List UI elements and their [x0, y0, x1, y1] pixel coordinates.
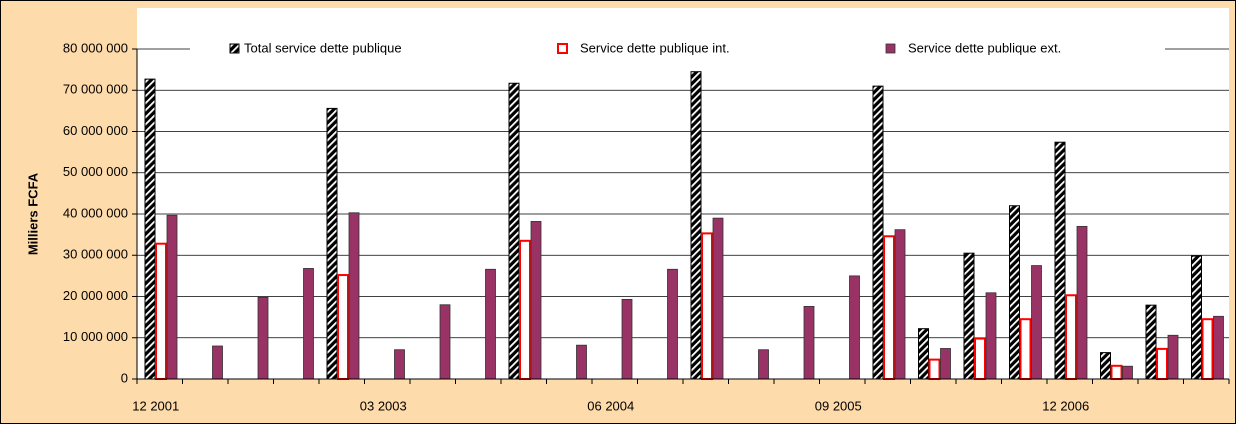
x-tick-label: 12 2006: [1042, 398, 1089, 413]
bar: [394, 349, 405, 380]
bar: [439, 304, 451, 380]
bar: [883, 235, 895, 380]
bar: [928, 358, 941, 380]
bar: [940, 348, 951, 380]
bar: [1100, 352, 1111, 380]
bar: [849, 275, 860, 380]
bar: [1122, 365, 1133, 380]
legend-key: [557, 43, 568, 54]
bar: [144, 78, 156, 380]
y-tick-label: 0: [121, 370, 128, 385]
y-tick-label: 50 000 000: [63, 164, 128, 179]
legend-key: [885, 43, 896, 54]
bar: [337, 274, 349, 380]
y-tick-label: 40 000 000: [63, 205, 128, 220]
bar: [519, 239, 531, 380]
legend-key: [229, 43, 240, 54]
bar: [701, 232, 713, 380]
bar: [758, 349, 769, 380]
bar: [621, 298, 633, 380]
bar: [1054, 141, 1066, 380]
bar: [1156, 347, 1168, 381]
bar: [1201, 318, 1214, 380]
bar: [974, 337, 986, 381]
bar: [918, 328, 929, 380]
bar: [303, 268, 314, 380]
bar: [667, 268, 678, 380]
bar: [155, 242, 167, 380]
bar: [985, 292, 997, 380]
bar: [576, 344, 587, 380]
y-tick-label: 70 000 000: [63, 82, 128, 97]
bar: [963, 252, 975, 380]
y-tick-label: 30 000 000: [63, 247, 128, 262]
bar: [1167, 334, 1179, 380]
bar: [212, 345, 223, 380]
y-tick-label: 20 000 000: [63, 288, 128, 303]
bar: [1191, 255, 1202, 380]
legend-label: Total service dette publique: [244, 40, 402, 55]
bar: [166, 214, 178, 380]
bar: [872, 85, 884, 380]
bar: [1019, 318, 1032, 380]
bar: [803, 305, 815, 380]
y-tick-label: 60 000 000: [63, 123, 128, 138]
x-tick-label: 09 2005: [815, 398, 862, 413]
legend-box: [190, 36, 1165, 63]
bar: [1145, 304, 1157, 380]
bar: [690, 71, 702, 380]
bar: [485, 268, 496, 380]
bar: [530, 221, 542, 380]
y-axis-title: Milliers FCFA: [25, 172, 40, 255]
bar: [508, 82, 520, 380]
legend-label: Service dette publique ext.: [908, 40, 1061, 55]
legend-label: Service dette publique int.: [580, 40, 730, 55]
x-tick-label: 06 2004: [587, 398, 634, 413]
bar: [894, 229, 906, 380]
y-tick-label: 80 000 000: [63, 40, 128, 55]
bar: [1213, 315, 1224, 380]
y-tick-label: 10 000 000: [63, 329, 128, 344]
x-tick-label: 12 2001: [132, 398, 179, 413]
bar: [1065, 294, 1077, 381]
x-tick-label: 03 2003: [360, 398, 407, 413]
bar: [257, 296, 269, 380]
bar: [1009, 205, 1020, 380]
bar: [1110, 364, 1123, 380]
bar: [1076, 225, 1088, 380]
bar: [712, 217, 724, 380]
bar: [348, 212, 360, 380]
bar: [326, 107, 338, 380]
plot-area: [137, 8, 1229, 379]
bar: [1031, 265, 1042, 380]
